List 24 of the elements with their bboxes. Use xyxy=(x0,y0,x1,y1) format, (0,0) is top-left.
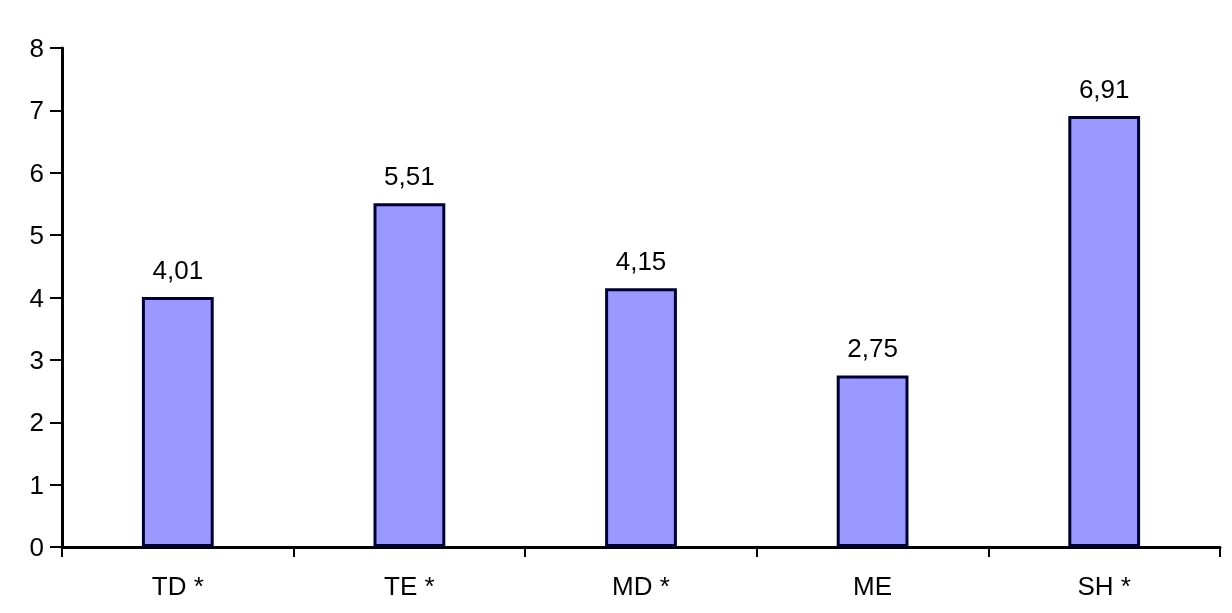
y-tick-label: 2 xyxy=(29,407,44,438)
bar xyxy=(373,203,446,547)
y-tick-label: 6 xyxy=(29,157,44,188)
y-tick-label: 8 xyxy=(29,33,44,63)
y-tick-label: 3 xyxy=(29,344,44,375)
y-tick-label: 0 xyxy=(29,532,44,562)
data-label: 4,01 xyxy=(152,254,204,285)
x-tick-label: TE * xyxy=(384,571,435,601)
y-tick-label: 1 xyxy=(29,469,44,500)
x-tick-label: SH * xyxy=(1077,571,1131,601)
bar xyxy=(141,296,214,547)
bar xyxy=(1068,115,1141,547)
bar xyxy=(605,288,677,547)
x-tick-label: TD * xyxy=(151,571,204,601)
data-label: 6,91 xyxy=(1078,73,1130,104)
x-tick-label: MD * xyxy=(612,571,670,601)
data-label: 4,15 xyxy=(615,246,667,277)
bar xyxy=(836,375,909,547)
data-label: 2,75 xyxy=(847,333,898,364)
y-tick-label: 5 xyxy=(29,220,44,251)
x-tick-label: ME xyxy=(853,571,893,601)
y-tick-label: 7 xyxy=(29,95,44,126)
data-label: 5,51 xyxy=(384,161,435,192)
y-tick-label: 4 xyxy=(29,282,44,313)
